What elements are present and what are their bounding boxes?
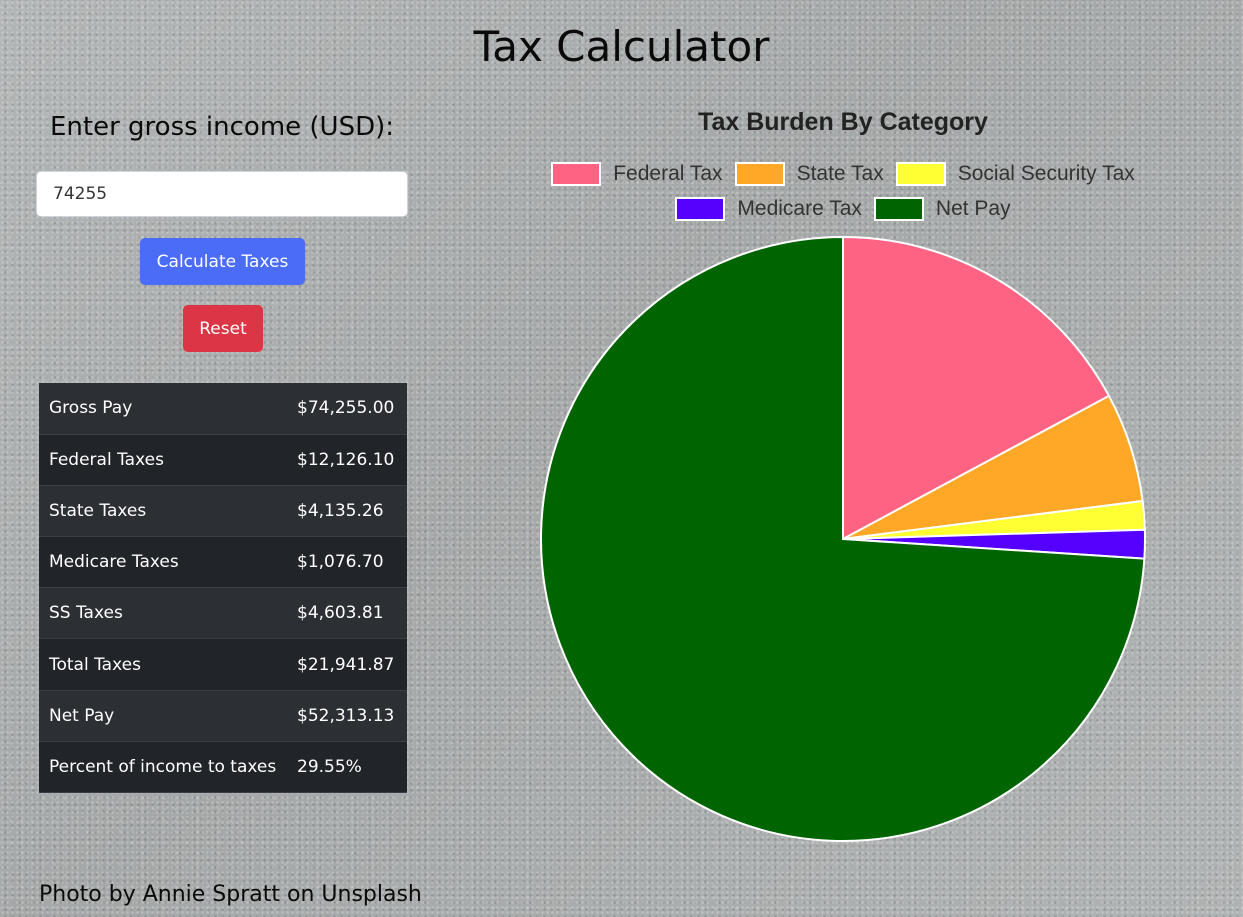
result-value: $21,941.87 — [289, 638, 407, 691]
legend-swatch — [873, 197, 924, 221]
legend-swatch — [734, 162, 785, 186]
result-label: State Taxes — [39, 485, 289, 538]
legend-swatch — [895, 162, 946, 186]
legend-item-state-tax[interactable]: State Tax — [734, 162, 884, 186]
tax-pie-chart[interactable] — [530, 228, 1156, 854]
result-value: $12,126.10 — [289, 434, 407, 486]
legend-label: State Tax — [796, 162, 884, 185]
pie-slice-net-pay[interactable] — [540, 235, 1146, 842]
table-row: Medicare Taxes $1,076.70 — [39, 536, 407, 589]
legend-label: Social Security Tax — [957, 162, 1135, 185]
calculate-taxes-button[interactable]: Calculate Taxes — [140, 238, 305, 285]
result-label: Federal Taxes — [39, 434, 289, 486]
chart-legend-row-1: Federal Tax State Tax Social Security Ta… — [520, 162, 1166, 186]
table-row: State Taxes $4,135.26 — [39, 485, 407, 538]
result-value: $52,313.13 — [289, 690, 407, 742]
table-row: Total Taxes $21,941.87 — [39, 638, 407, 691]
table-row: SS Taxes $4,603.81 — [39, 587, 407, 640]
result-value: $1,076.70 — [289, 536, 407, 589]
result-label: SS Taxes — [39, 587, 289, 640]
results-table: Gross Pay $74,255.00 Federal Taxes $12,126… — [39, 383, 407, 794]
legend-swatch — [675, 197, 726, 221]
legend-label: Net Pay — [935, 197, 1011, 220]
result-label: Gross Pay — [39, 383, 289, 435]
pie-slice-federal-tax[interactable] — [842, 235, 1111, 541]
reset-button[interactable]: Reset — [183, 305, 263, 352]
income-label: Enter gross income (USD): — [49, 112, 395, 142]
result-value: $4,135.26 — [289, 485, 407, 538]
table-row: Percent of income to taxes 29.55% — [39, 741, 407, 794]
result-value: $74,255.00 — [289, 383, 407, 435]
table-row: Gross Pay $74,255.00 — [39, 383, 407, 435]
chart-title: Tax Burden By Category — [698, 108, 988, 136]
page-title: Tax Calculator — [473, 22, 770, 71]
result-value: $4,603.81 — [289, 587, 407, 640]
chart-legend-row-2: Medicare Tax Net Pay — [520, 197, 1166, 221]
result-value: 29.55% — [289, 741, 407, 794]
legend-item-federal-tax[interactable]: Federal Tax — [551, 162, 723, 186]
legend-item-medicare-tax[interactable]: Medicare Tax — [675, 197, 862, 221]
legend-swatch — [551, 162, 602, 186]
legend-item-social-security-tax[interactable]: Social Security Tax — [895, 162, 1135, 186]
result-label: Medicare Taxes — [39, 536, 289, 589]
result-label: Percent of income to taxes — [39, 741, 289, 794]
legend-label: Federal Tax — [613, 162, 723, 185]
legend-label: Medicare Tax — [737, 197, 862, 220]
photo-credit: Photo by Annie Spratt on Unsplash — [39, 882, 422, 907]
table-row: Net Pay $52,313.13 — [39, 690, 407, 742]
table-row: Federal Taxes $12,126.10 — [39, 434, 407, 486]
result-label: Net Pay — [39, 690, 289, 742]
legend-item-net-pay[interactable]: Net Pay — [873, 197, 1011, 221]
result-label: Total Taxes — [39, 638, 289, 691]
income-input[interactable] — [36, 171, 408, 217]
